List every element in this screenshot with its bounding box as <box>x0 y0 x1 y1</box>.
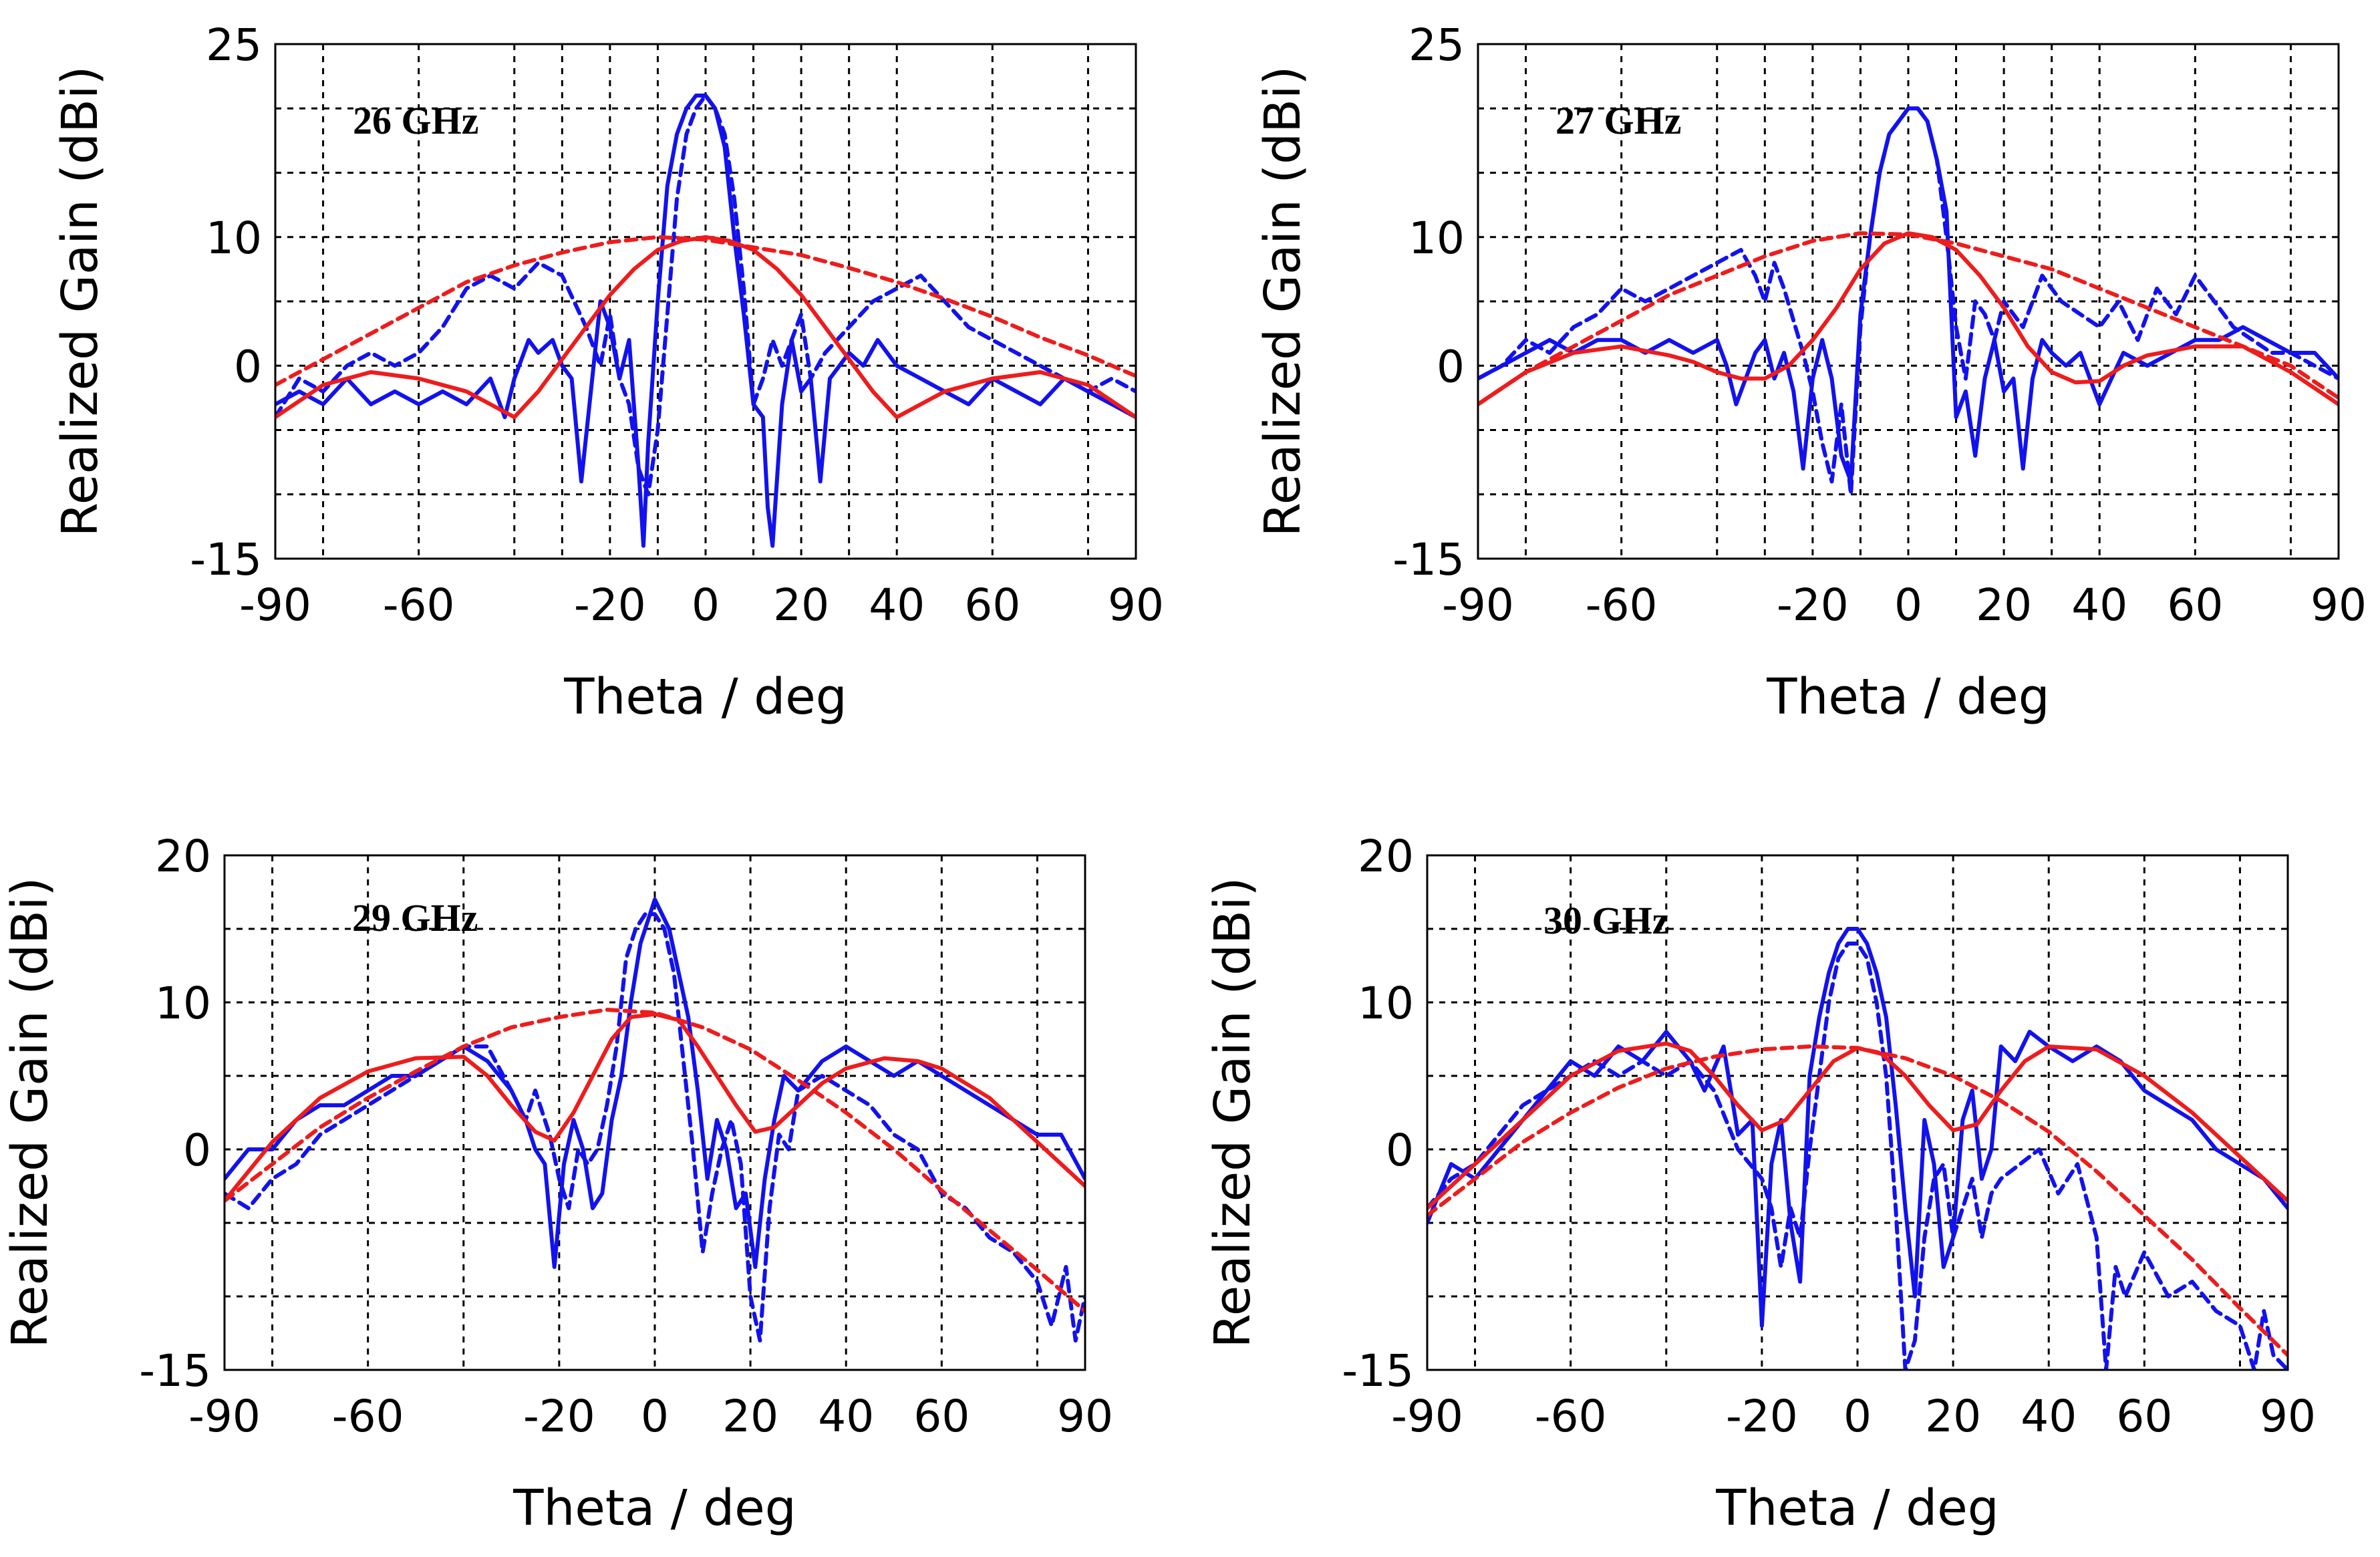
plot-frame <box>274 43 1137 560</box>
chart-29-ghz: -90 -60 -20 0 20 40 60 90 -15 0 10 20 Theta / deg Rea… <box>1 831 1113 1537</box>
x-tick-label: 0 <box>692 579 720 631</box>
y-axis-label: Realized Gain (dBi) <box>1 877 59 1349</box>
series-group <box>1478 106 2339 497</box>
y-tick-label: -15 <box>1392 534 1465 585</box>
x-tick-label: -90 <box>188 1391 261 1442</box>
series-blue-solid <box>275 94 1136 548</box>
x-tick-label: 0 <box>641 1391 669 1442</box>
x-tick-label: -60 <box>332 1391 404 1442</box>
x-tick-label: 0 <box>1894 579 1922 631</box>
grid <box>1427 855 2288 1370</box>
series-group <box>225 897 1085 1342</box>
x-tick-label: 60 <box>913 1391 970 1442</box>
y-tick-label: 25 <box>206 19 262 71</box>
x-tick-label: 90 <box>2260 1391 2316 1442</box>
y-tick-label: -15 <box>139 1345 211 1397</box>
x-tick-label: -20 <box>574 579 646 631</box>
x-axis-label: Theta / deg <box>1766 668 2049 726</box>
frequency-label: 27 GHz <box>1555 99 1681 142</box>
plot-frame <box>1426 854 2289 1371</box>
x-tick-label: -90 <box>1442 579 1514 631</box>
frequency-label: 30 GHz <box>1543 899 1669 942</box>
series-blue-dashed <box>275 94 1136 497</box>
y-tick-label: -15 <box>190 534 262 585</box>
x-axis-label: Theta / deg <box>1715 1479 1998 1537</box>
y-tick-label: 10 <box>1408 213 1465 264</box>
x-tick-label: -20 <box>523 1391 595 1442</box>
x-tick-label: -60 <box>1535 1391 1607 1442</box>
y-tick-label: -15 <box>1342 1345 1414 1397</box>
series-red-dashed <box>225 1008 1085 1313</box>
x-tick-label: 0 <box>1843 1391 1872 1442</box>
y-tick-label: 0 <box>234 341 262 392</box>
y-tick-label: 25 <box>1408 19 1465 71</box>
y-tick-label: 0 <box>1386 1125 1414 1176</box>
x-tick-label: -60 <box>1586 579 1658 631</box>
x-tick-label: 90 <box>2311 579 2367 631</box>
x-tick-label: 90 <box>1057 1391 1113 1442</box>
x-tick-label: -90 <box>239 579 311 631</box>
x-axis-label: Theta / deg <box>512 1479 796 1537</box>
frequency-label: 26 GHz <box>353 99 478 142</box>
x-tick-label: 20 <box>773 579 829 631</box>
y-tick-label: 10 <box>206 213 262 264</box>
series-blue-dashed <box>1427 942 2288 1370</box>
x-tick-label: 20 <box>1925 1391 1981 1442</box>
x-tick-label: 40 <box>869 579 925 631</box>
x-tick-label: 90 <box>1108 579 1164 631</box>
series-red-solid <box>1478 231 2339 406</box>
series-red-solid <box>275 235 1136 420</box>
y-tick-label: 0 <box>183 1125 211 1176</box>
x-tick-label: 20 <box>1976 579 2032 631</box>
x-tick-label: -90 <box>1391 1391 1463 1442</box>
x-tick-label: 20 <box>722 1391 778 1442</box>
series-group <box>275 94 1136 548</box>
chart-30-ghz: -90 -60 -20 0 20 40 60 90 -15 0 10 20 Theta / deg Rea… <box>1204 831 2316 1537</box>
x-tick-label: 40 <box>818 1391 874 1442</box>
y-tick-label: 10 <box>1358 978 1414 1029</box>
plot-frame <box>223 854 1086 1371</box>
x-tick-label: 40 <box>2021 1391 2077 1442</box>
plot-frame <box>1477 43 2340 560</box>
x-tick-label: 60 <box>964 579 1020 631</box>
y-axis-label: Realized Gain (dBi) <box>1204 877 1261 1349</box>
series-group <box>1427 927 2288 1370</box>
y-tick-label: 0 <box>1437 341 1465 392</box>
x-tick-label: 60 <box>2167 579 2223 631</box>
y-axis-label: Realized Gain (dBi) <box>1254 66 1312 537</box>
x-tick-label: -60 <box>383 579 455 631</box>
series-red-dashed <box>275 235 1136 388</box>
series-red-dashed <box>1427 1044 2288 1357</box>
x-tick-label: 60 <box>2116 1391 2172 1442</box>
x-tick-label: -20 <box>1726 1391 1798 1442</box>
y-tick-label: 20 <box>155 831 211 882</box>
series-blue-dashed <box>1478 106 2339 497</box>
x-axis-label: Theta / deg <box>563 668 847 726</box>
x-tick-label: -20 <box>1777 579 1849 631</box>
y-tick-label: 10 <box>155 978 211 1029</box>
frequency-label: 29 GHz <box>352 896 478 940</box>
y-axis-label: Realized Gain (dBi) <box>51 66 109 537</box>
chart-26-ghz: -90 -60 -20 0 20 40 60 90 -15 0 10 25 Theta / deg Rea… <box>51 19 1164 726</box>
x-tick-label: 40 <box>2071 579 2127 631</box>
y-tick-label: 20 <box>1358 831 1414 882</box>
series-red-dashed <box>1478 231 2339 406</box>
grid <box>275 44 1136 559</box>
chart-27-ghz: -90 -60 -20 0 20 40 60 90 -15 0 10 25 Theta / deg Rea… <box>1254 19 2367 726</box>
